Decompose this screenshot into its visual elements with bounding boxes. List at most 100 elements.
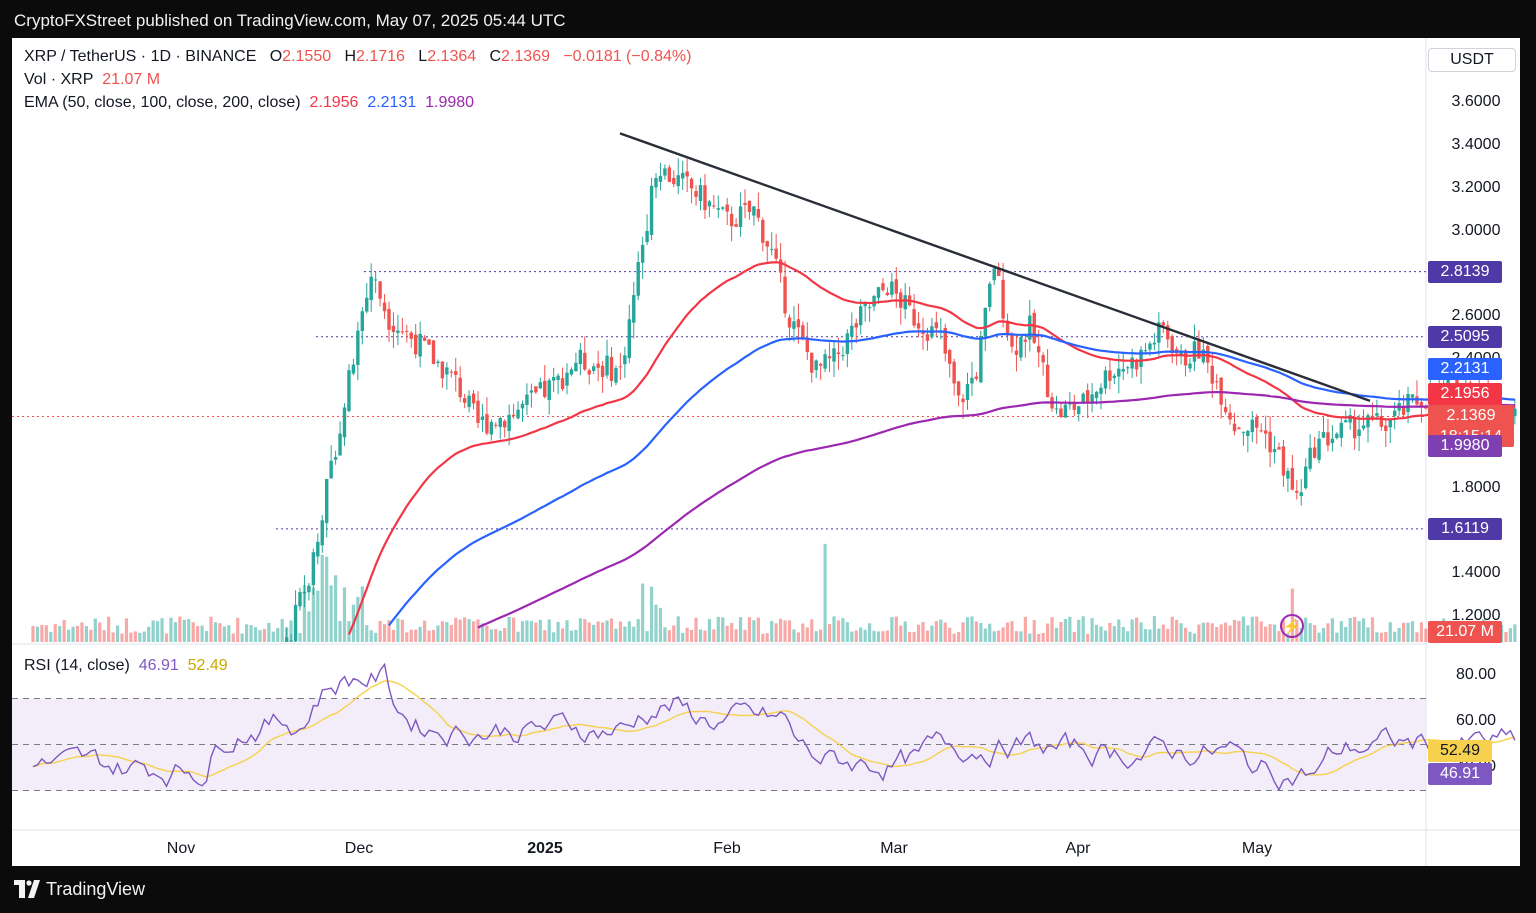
volume-bar [859,627,863,642]
volume-bar [876,631,881,642]
volume-bar [725,625,729,642]
volume-bar [583,619,587,642]
volume-bar [245,624,249,642]
candle-body [1108,370,1112,381]
legend-rsi-value: 46.91 [138,657,179,674]
volume-bar [204,630,209,642]
volume-bar [494,629,498,642]
volume-bar [872,630,876,642]
candle-body [1223,407,1228,413]
candle-body [427,339,431,345]
candle-body [1268,431,1272,453]
candle-body [320,520,324,546]
candle-body [1393,410,1397,416]
volume-bar [311,587,315,642]
candle-body [316,541,320,557]
candle-body [289,640,293,642]
volume-bar [302,585,307,642]
volume-bar [1152,616,1156,642]
volume-bar [391,629,396,642]
volume-bar [1166,628,1170,642]
volume-bar [983,628,987,642]
candle-body [912,309,916,326]
volume-bar [965,617,970,642]
volume-bar [418,626,422,642]
candle-body [1321,432,1326,438]
volume-bar [992,631,996,642]
candle-body [836,352,841,355]
candle-body [1081,393,1085,404]
volume-bar [787,620,792,642]
candle-body [618,366,623,368]
volume-bar [1019,631,1023,642]
volume-bar [1335,632,1339,642]
volume-bar [1237,620,1241,642]
tradingview-logo-icon [14,880,40,898]
volume-bar [645,631,649,642]
volume-bar [1103,630,1108,642]
volume-bar [427,630,431,642]
candle-body [1045,364,1050,398]
volume-bar [649,586,654,642]
legend-rsi: RSI (14, close) 46.91 52.49 [24,657,228,675]
candle-body [1419,402,1424,408]
price-tag-value: 2.1369 [1446,407,1496,424]
volume-bar [1353,616,1357,642]
volume-bar [182,619,186,642]
candle-body [729,213,734,227]
candle-body [298,592,302,607]
candle-body [609,357,614,381]
volume-bar [382,624,387,642]
candle-body [382,302,387,312]
volume-bar [1504,631,1508,642]
volume-bar [156,621,160,642]
volume-bar [574,629,578,642]
candle-body [627,319,631,359]
volume-bar [1326,623,1330,642]
time-tick: Apr [1065,840,1091,857]
candle-body [1401,406,1406,415]
volume-bar [916,624,921,642]
volume-bar [1513,624,1517,642]
volume-bar [1339,621,1343,642]
candle-body [810,352,814,373]
time-tick: Mar [880,840,908,857]
volume-bar [169,617,173,642]
volume-bar [814,631,818,642]
volume-bar [912,632,916,642]
time-tick: Nov [166,840,196,857]
volume-bar [765,633,769,642]
volume-bar [525,620,529,642]
candle-body [1366,415,1370,428]
volume-bar [552,632,556,642]
candle-body [694,191,698,197]
candle-body [414,334,418,355]
volume-bar [1219,624,1223,642]
volume-bar [454,617,458,642]
candle-body [814,360,818,371]
candle-body [796,319,801,328]
candle-body [658,175,663,182]
volume-bar [894,616,898,642]
footer-bar: TradingView [0,866,1536,913]
currency-button[interactable]: USDT [1428,48,1516,72]
candle-body [605,355,609,376]
candle-body [1023,339,1028,342]
volume-bar [142,631,146,642]
candle-body [1375,413,1379,416]
legend-vol-label: Vol · XRP [24,71,94,88]
candle-body [663,168,667,176]
volume-bar [779,618,783,642]
candle-body [934,322,939,329]
candle-body [503,420,507,428]
volume-bar [592,624,596,642]
volume-bar [970,616,974,642]
lightning-icon[interactable]: ⚡ [1280,614,1304,638]
candle-body [792,321,796,329]
volume-bar [979,623,983,642]
volume-bar [930,625,934,642]
volume-bar [730,623,734,642]
price-tag-value: 2.5095 [1440,327,1490,345]
volume-bar [262,629,266,642]
